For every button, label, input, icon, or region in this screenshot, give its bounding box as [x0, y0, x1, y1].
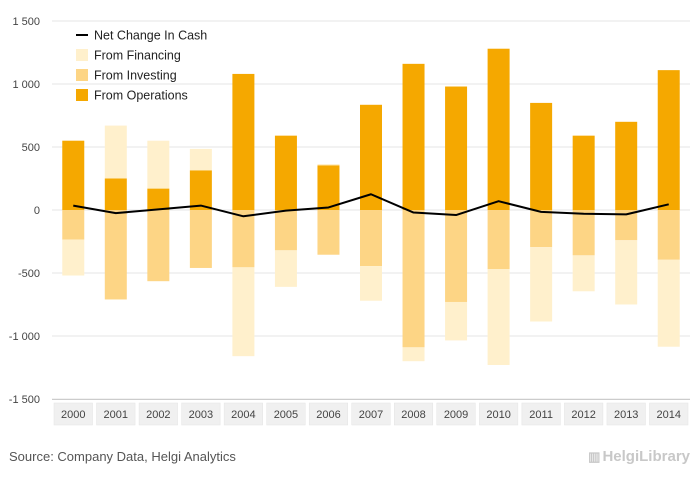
x-tick-label: 2004	[231, 409, 255, 421]
x-tick-label: 2002	[146, 409, 170, 421]
bar-from-operations	[402, 63, 425, 211]
x-tick-box	[394, 402, 434, 426]
source-note: Source: Company Data, Helgi Analytics	[9, 449, 236, 464]
x-tick-box	[53, 402, 93, 426]
x-tick-label: 2012	[571, 409, 595, 421]
bar-from-investing	[615, 210, 638, 241]
bar-from-financing	[360, 266, 382, 301]
bar-from-financing	[445, 301, 468, 341]
bar-from-operations	[317, 165, 340, 210]
y-tick-label: -1 500	[9, 394, 40, 406]
bar-from-operations	[445, 86, 468, 210]
bar-from-operations	[572, 135, 595, 210]
bar-from-investing	[317, 210, 340, 255]
bar-from-operations	[360, 104, 382, 210]
x-tick-label: 2006	[316, 409, 340, 421]
bar-from-financing	[62, 239, 85, 276]
legend-label: From Investing	[94, 69, 177, 83]
x-tick-box	[266, 402, 306, 426]
bar-from-financing	[147, 140, 170, 189]
y-tick-label: 0	[34, 205, 40, 217]
bar-from-operations	[104, 178, 127, 210]
x-tick-box	[351, 402, 391, 426]
bar-from-investing	[402, 210, 425, 348]
x-tick-box	[649, 402, 689, 426]
bar-from-investing	[274, 210, 297, 251]
bar-from-financing	[487, 269, 510, 365]
x-tick-label: 2000	[61, 409, 85, 421]
x-tick-label: 2014	[656, 409, 680, 421]
bar-from-operations	[615, 121, 638, 210]
bar-from-financing	[530, 247, 553, 322]
bar-from-investing	[360, 210, 382, 267]
bar-from-financing	[615, 240, 638, 305]
brand-name: HelgiLibrary	[602, 448, 690, 465]
bar-from-operations	[62, 140, 85, 210]
y-tick-label: 1 000	[12, 79, 40, 91]
x-tick-label: 2005	[274, 409, 298, 421]
bar-from-financing	[104, 125, 127, 179]
bar-from-investing	[657, 210, 680, 260]
bar-from-operations	[274, 135, 297, 210]
bar-from-financing	[402, 347, 425, 362]
legend-label: From Operations	[94, 89, 188, 103]
brand-logo: ▥ HelgiLibrary	[588, 448, 690, 465]
bar-from-investing	[104, 210, 127, 300]
bar-from-investing	[445, 210, 468, 302]
bar-from-investing	[572, 210, 595, 256]
chart: 1 500 1 000 500 0 -500 -1 000 -1 500 2000 2001 20…	[9, 16, 690, 426]
bar-from-financing	[274, 250, 297, 287]
y-tick-label: -1 000	[9, 331, 40, 343]
bar-from-investing	[62, 210, 85, 240]
x-tick-box	[564, 402, 604, 426]
x-tick-label: 2008	[401, 409, 425, 421]
x-tick-label: 2001	[104, 409, 128, 421]
x-tick-box	[181, 402, 221, 426]
bar-from-investing	[189, 210, 212, 268]
x-tick-label: 2010	[486, 409, 510, 421]
bar-from-financing	[317, 164, 340, 166]
bar-from-operations	[530, 102, 553, 210]
bar-from-financing	[572, 255, 595, 292]
legend-swatch	[76, 89, 88, 101]
x-tick-box	[521, 402, 561, 426]
bar-from-operations	[189, 170, 212, 210]
bar-from-operations	[487, 48, 510, 210]
x-tick-label: 2007	[359, 409, 383, 421]
bar-from-financing	[232, 267, 255, 357]
bar-from-investing	[232, 210, 255, 268]
legend-label: Net Change In Cash	[94, 29, 207, 43]
x-tick-box	[606, 402, 646, 426]
x-tick-label: 2011	[529, 409, 553, 421]
bar-from-investing	[530, 210, 553, 248]
x-tick-box	[436, 402, 476, 426]
x-tick-label: 2003	[189, 409, 213, 421]
bar-from-investing	[147, 210, 170, 282]
x-tick-label: 2013	[614, 409, 638, 421]
x-tick-box	[223, 402, 263, 426]
library-icon: ▥	[588, 449, 600, 464]
bar-from-investing	[487, 210, 510, 270]
bar-from-operations	[657, 70, 680, 210]
x-tick-box	[308, 402, 348, 426]
legend-swatch	[76, 69, 88, 81]
x-tick-box	[138, 402, 178, 426]
x-tick-box	[96, 402, 136, 426]
x-tick-label: 2009	[444, 409, 468, 421]
legend-swatch	[76, 49, 88, 61]
bar-from-operations	[232, 73, 255, 210]
bar-from-operations	[147, 188, 170, 210]
y-tick-label: 500	[22, 142, 40, 154]
legend-label: From Financing	[94, 49, 181, 63]
x-tick-box	[479, 402, 519, 426]
bar-from-financing	[189, 148, 212, 171]
y-tick-label: 1 500	[12, 16, 40, 28]
bar-from-financing	[657, 259, 680, 347]
y-tick-label: -500	[18, 268, 40, 280]
net-change-line	[73, 193, 669, 218]
